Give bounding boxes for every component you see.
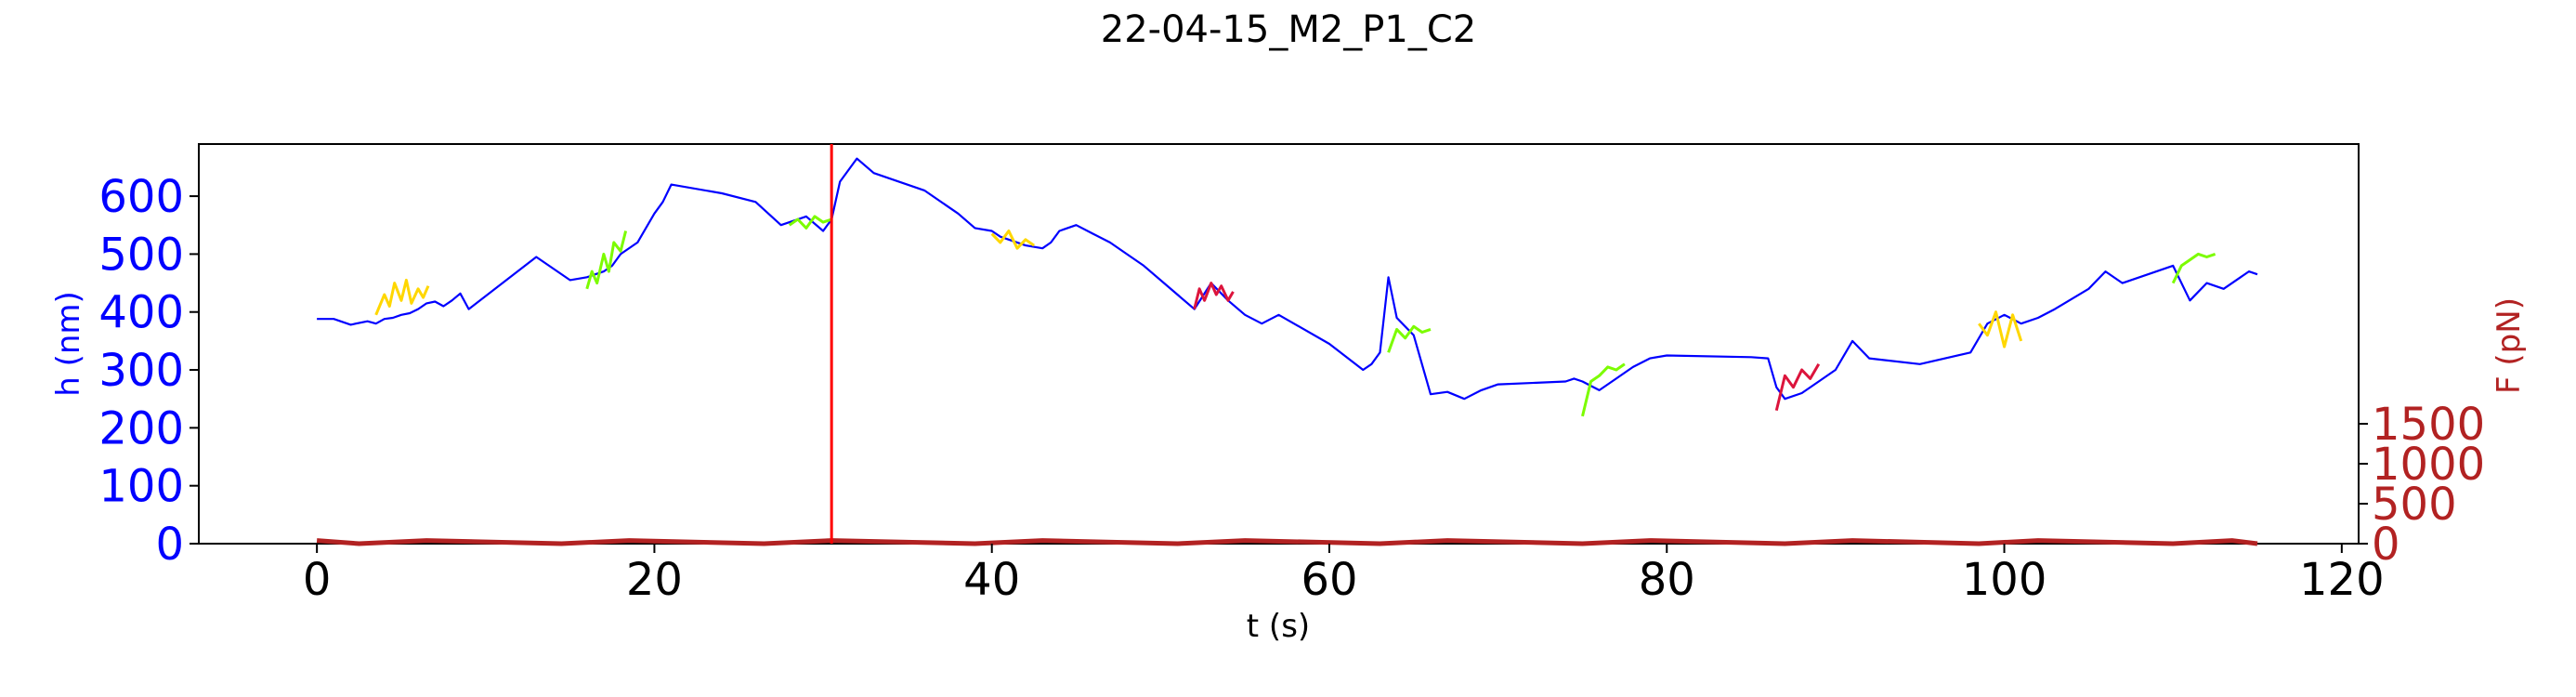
- series-line-yellow-4: [990, 230, 1035, 250]
- y-tick-label: 200: [98, 402, 184, 454]
- y2-tick-label: 0: [2372, 519, 2400, 571]
- x-tick-label: 80: [1639, 554, 1695, 606]
- y-tick-label: 100: [98, 461, 184, 513]
- y-tick-label: 600: [98, 171, 184, 223]
- x-tick-label: 40: [963, 554, 1020, 606]
- y-tick-label: 500: [98, 229, 184, 281]
- y2-tick-label: 500: [2372, 479, 2457, 531]
- x-ticks: 0 20 40 60 80 100 120: [303, 544, 2385, 606]
- y-tick-label: 0: [155, 519, 184, 571]
- x-tick-label: 120: [2299, 554, 2385, 606]
- series-line-red-5: [1193, 282, 1235, 309]
- x-tick-label: 60: [1301, 554, 1357, 606]
- series-line-yellow-9: [1978, 310, 2023, 348]
- series-line-green-10: [2171, 252, 2216, 284]
- series-line-green-3: [788, 215, 832, 230]
- x-tick-label: 100: [1962, 554, 2047, 606]
- x-tick-label: 0: [303, 554, 332, 606]
- x-axis-label: t (s): [1247, 608, 1310, 645]
- force-series-line: [316, 538, 2258, 546]
- series-line-blue-0: [317, 157, 2258, 401]
- y-tick-label: 400: [98, 287, 184, 339]
- series-line-yellow-1: [374, 278, 430, 316]
- y2-tick-label: 1500: [2372, 399, 2485, 451]
- y-axis-label: h (nm): [50, 291, 87, 397]
- plot-area: [316, 144, 2258, 546]
- chart-title: 22-04-15_M2_P1_C2: [1101, 8, 1476, 51]
- x-tick-label: 20: [626, 554, 683, 606]
- series-line-green-2: [585, 230, 628, 290]
- y2-axis-label: F (pN): [2491, 297, 2528, 394]
- series-line-green-7: [1581, 362, 1626, 417]
- plot-frame: [198, 143, 2360, 545]
- series-line-green-6: [1387, 324, 1432, 353]
- y-tick-label: 300: [98, 345, 184, 397]
- series-line-red-8: [1774, 363, 1821, 412]
- y2-tick-label: 1000: [2372, 439, 2485, 491]
